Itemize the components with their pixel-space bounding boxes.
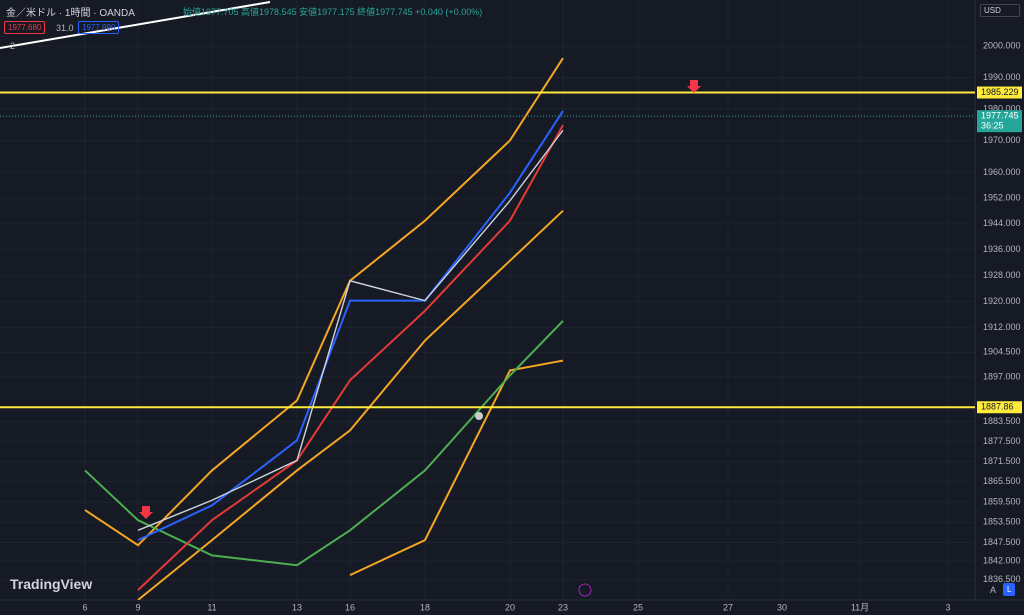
y-tick-label: 1928.000 [983,270,1021,280]
y-tick-label: 1990.000 [983,72,1021,82]
y-tick-label: 1980.000 [983,103,1021,113]
y-tick-label: 1877.500 [983,436,1021,446]
y-tick-label: 1842.000 [983,556,1021,566]
price-axis [975,0,1024,615]
y-tick-label: 1897.000 [983,371,1021,381]
spread: 31.0 [56,23,74,33]
y-tick-label: 1970.000 [983,135,1021,145]
y-tick-label: 1865.500 [983,476,1021,486]
y-tick-label: 1944.000 [983,218,1021,228]
event-icon [578,583,592,597]
series-line [137,110,564,542]
series-line [349,359,564,577]
arrow-icon [139,506,153,519]
hline-label: 1985.229 [981,87,1019,97]
last-price: 1977.745 [981,111,1019,121]
series-line [137,209,564,600]
log-scale[interactable]: L [1003,583,1016,596]
series-line [84,320,564,567]
y-tick-label: 1883.500 [983,416,1021,426]
hline-label-bg [977,401,1022,414]
x-tick-label: 18 [420,602,430,612]
x-tick-label: 30 [777,602,787,612]
series-line [84,57,564,547]
last-price-bg [977,110,1022,133]
x-tick-label: 9 [135,602,140,612]
x-tick-label: 11 [207,602,216,612]
trend-line [0,1,271,49]
x-tick-label: 16 [345,602,355,612]
series-line [137,129,564,531]
x-tick-label: 13 [292,602,302,612]
plot [0,57,975,600]
ohlc: 始値1977.705 高値1978.545 安値1977.175 終値1977.… [183,7,483,17]
y-tick-label: 1960.000 [983,167,1021,177]
y-tick-label: 1904.500 [983,347,1021,357]
countdown: 36:25 [981,121,1004,131]
y-tick-label: 1853.500 [983,517,1021,527]
x-tick-label: 20 [505,602,515,612]
x-tick-label: 23 [558,602,568,612]
arrow-icon [687,80,701,93]
symbol: 金／米ドル · 1時間 · OANDA [6,8,135,19]
x-tick-label: 3 [945,602,950,612]
auto-scale[interactable]: A [990,585,997,595]
y-tick-label: 1936.000 [983,244,1021,254]
y-tick-label: 1847.500 [983,537,1021,547]
x-tick-label: 11月 [851,602,869,612]
x-tick-label: 27 [723,602,733,612]
x-tick-label: 6 [82,602,87,612]
brand: TradingView [10,576,93,592]
series-line [137,124,564,591]
indicator-count[interactable]: 2 [10,41,16,51]
y-tick-label: 1920.000 [983,296,1021,306]
y-tick-label: 1859.500 [983,496,1021,506]
x-tick-label: 25 [633,602,643,612]
alert-icon [475,412,483,420]
hline-label: 1887.86 [981,402,1014,412]
labels: 2000.000 1990.000 1980.000 1970.000 1960.000… [82,41,1022,612]
y-tick-label: 1912.000 [983,322,1021,332]
y-tick-label: 2000.000 [983,41,1021,51]
grid [0,0,975,600]
y-tick-label: 1952.000 [983,193,1021,203]
bid[interactable]: 1977.680 [4,21,46,34]
hline-label-bg [977,86,1022,99]
y-tick-label: 1871.500 [983,456,1021,466]
currency[interactable]: USD [980,4,1020,17]
ask[interactable]: 1977.990 [78,21,120,34]
y-tick-label: 1836.500 [983,574,1021,584]
